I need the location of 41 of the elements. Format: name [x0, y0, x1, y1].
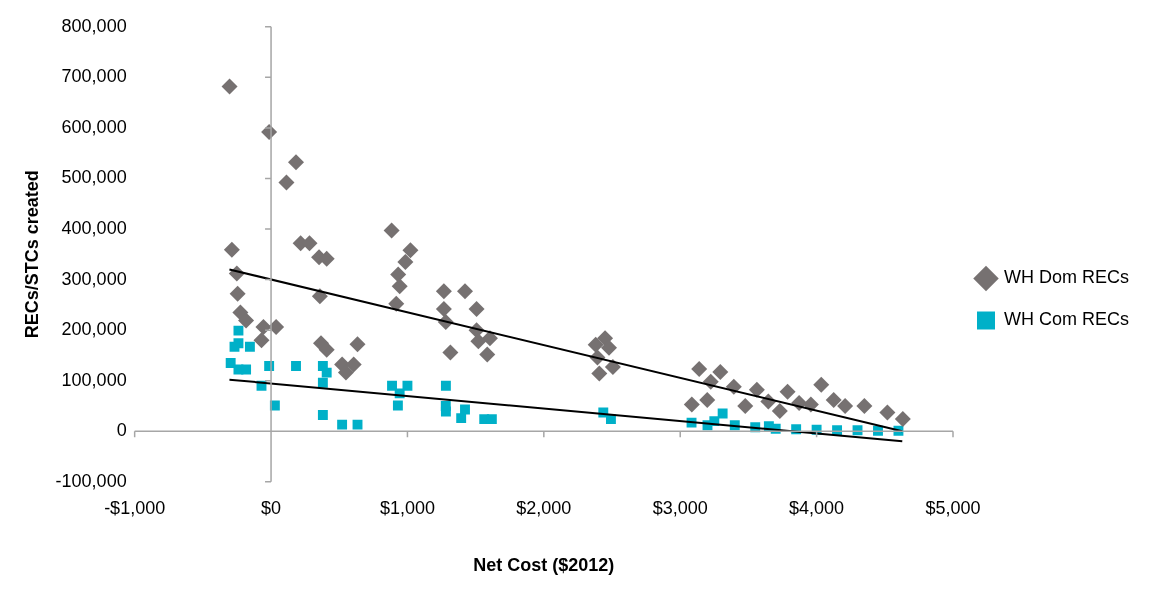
point [317, 377, 328, 388]
point [402, 380, 413, 391]
point [717, 408, 728, 419]
y-tick-label: 0 [116, 420, 127, 441]
y-axis-title: RECs/STCs created [21, 170, 42, 339]
x-tick-label: $5,000 [925, 497, 981, 518]
point [233, 325, 244, 336]
y-tick-label: 100,000 [61, 369, 127, 390]
point [317, 410, 328, 421]
point [456, 413, 467, 424]
point [241, 364, 252, 375]
point [486, 414, 497, 425]
x-tick-label: $1,000 [379, 497, 435, 518]
point [225, 358, 236, 368]
y-tick-label: 600,000 [61, 116, 127, 137]
point [321, 367, 332, 378]
point [291, 361, 301, 371]
point [460, 404, 470, 415]
point [440, 380, 451, 391]
y-tick-label: -100,000 [55, 470, 127, 491]
x-tick-label: $0 [261, 497, 282, 518]
y-tick-label: 700,000 [61, 66, 127, 87]
legend-label: WH Dom RECs [1004, 267, 1129, 288]
x-tick-label: $4,000 [789, 497, 845, 518]
legend-label: WH Com RECs [1004, 309, 1129, 330]
x-tick-label: -$1,000 [104, 497, 166, 518]
y-tick-label: 800,000 [61, 15, 127, 36]
y-tick-label: 400,000 [61, 217, 127, 238]
point [337, 419, 348, 430]
x-tick-label: $3,000 [652, 497, 708, 518]
point [352, 419, 363, 430]
point [244, 341, 255, 352]
point [440, 401, 451, 411]
y-tick-label: 200,000 [61, 319, 127, 340]
point [229, 341, 240, 352]
y-tick-label: 300,000 [61, 268, 127, 289]
point [392, 400, 403, 411]
point [387, 380, 397, 391]
y-tick-label: 500,000 [61, 167, 127, 188]
x-tick-label: $2,000 [516, 497, 572, 518]
x-axis-title: Net Cost ($2012) [473, 555, 615, 576]
